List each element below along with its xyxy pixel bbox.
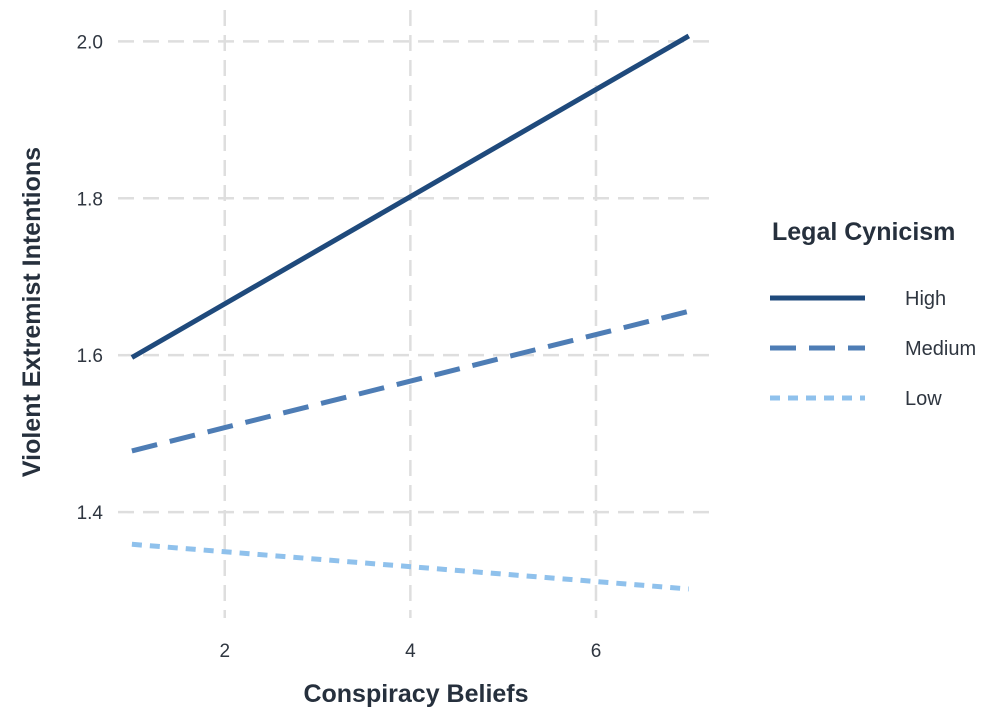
series-lines <box>130 33 691 592</box>
series-line-high <box>130 33 691 360</box>
series-line-low <box>131 541 690 592</box>
series-line-medium <box>131 308 690 454</box>
y-tick-label: 1.4 <box>77 503 104 524</box>
grid <box>118 10 712 618</box>
y-axis-title: Violent Extremist Intentions <box>18 147 46 477</box>
legend-label-low: Low <box>905 388 942 410</box>
legend: Legal Cynicism High Medium Low <box>770 218 976 410</box>
y-tick-label: 1.6 <box>77 346 103 367</box>
x-tick-label: 6 <box>591 641 602 662</box>
x-tick-label: 2 <box>219 641 230 662</box>
y-tick-label: 1.8 <box>77 189 103 210</box>
legend-title: Legal Cynicism <box>772 218 955 246</box>
y-tick-label: 2.0 <box>77 32 103 53</box>
legend-label-medium: Medium <box>905 338 976 360</box>
x-axis-title: Conspiracy Beliefs <box>303 680 528 708</box>
tick-labels: 2 4 6 1.4 1.6 1.8 2.0 <box>77 32 602 662</box>
x-tick-label: 4 <box>405 641 416 662</box>
legend-label-high: High <box>905 288 946 310</box>
legend-items: High Medium Low <box>770 288 976 410</box>
